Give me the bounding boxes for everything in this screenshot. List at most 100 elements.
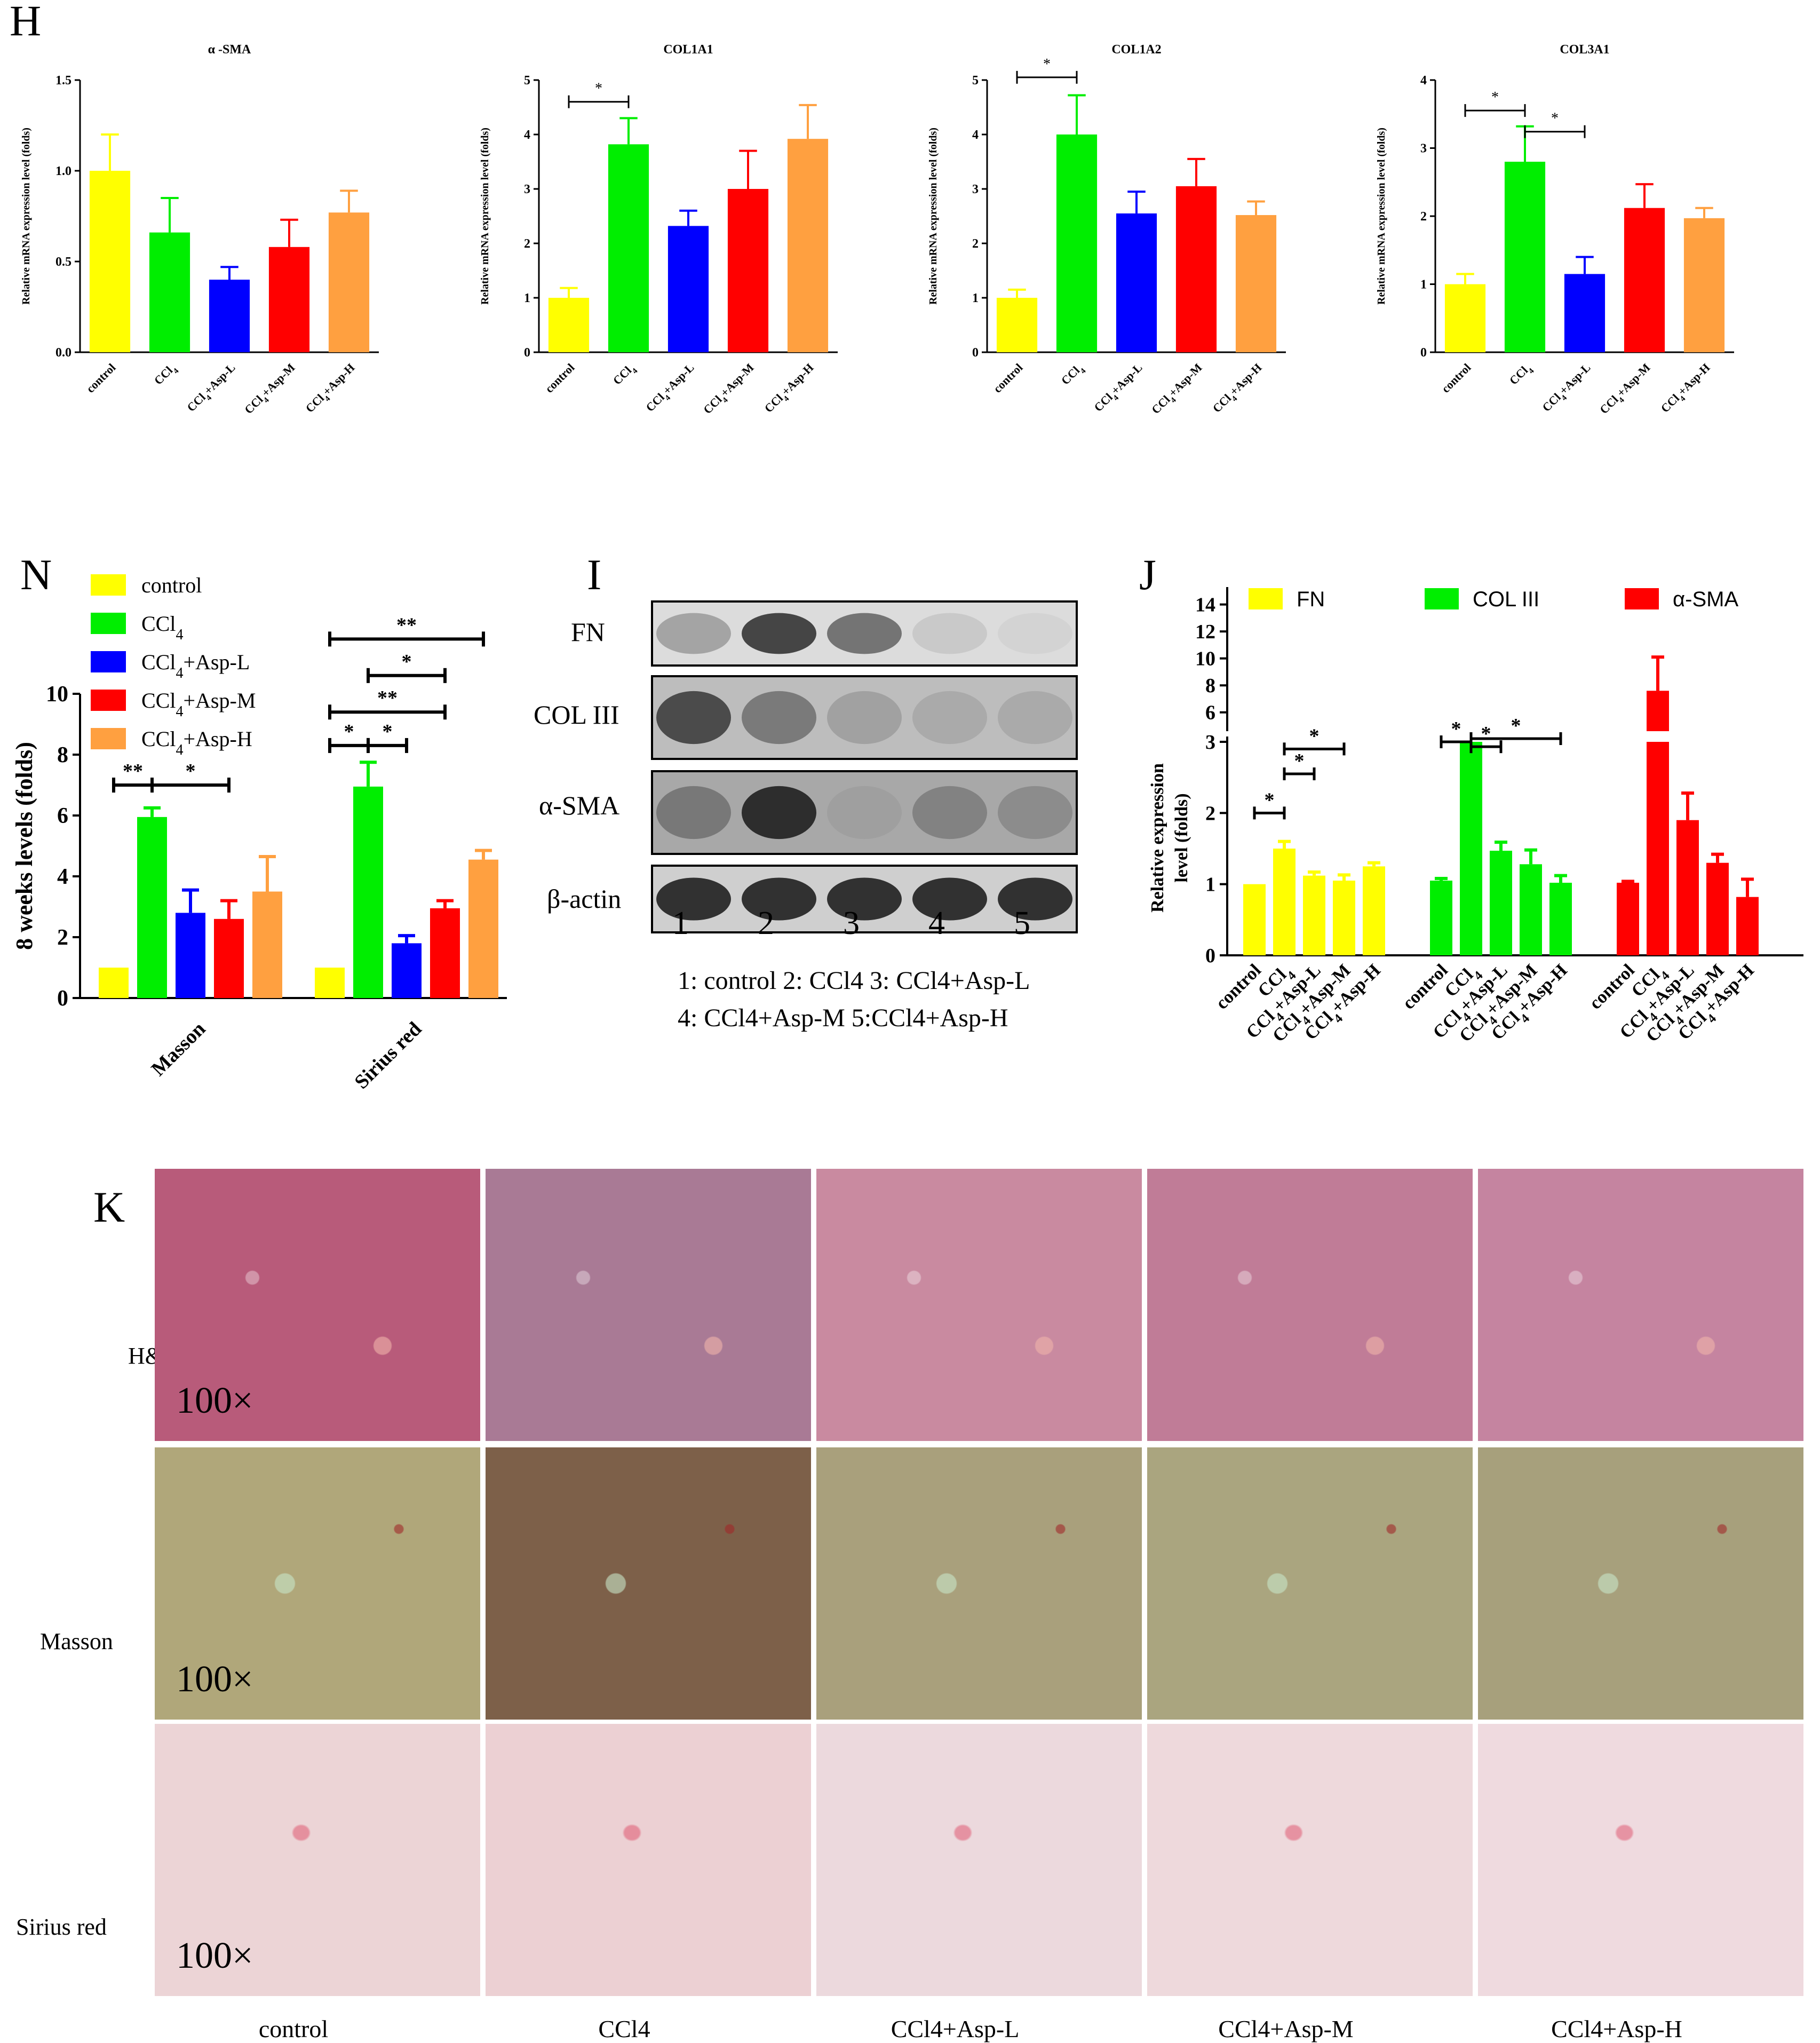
histology-image-he-asp-l <box>816 1169 1142 1441</box>
legend-label: α-SMA <box>1673 588 1738 611</box>
y-tick-label: 1.0 <box>55 164 71 178</box>
bar <box>149 232 190 352</box>
blot-label-alpha-sma: α-SMA <box>539 790 620 820</box>
x-tick-label: CCl4+Asp-M <box>242 361 300 419</box>
bar <box>353 786 383 998</box>
bar <box>1504 162 1546 352</box>
y-tick-label: 6 <box>1205 702 1215 724</box>
bar <box>1564 274 1606 352</box>
legend-label: CCl4+Asp-H <box>141 727 252 758</box>
y-tick-label: 14 <box>1195 594 1215 616</box>
blot-band <box>998 691 1072 745</box>
blot-lane-numbers: 1 2 3 4 5 <box>651 905 1078 947</box>
significance-label: * <box>344 720 354 743</box>
x-tick-label: CCl4+Asp-L <box>184 361 240 417</box>
bar <box>1549 883 1572 955</box>
magnification-label: 100× <box>176 1380 253 1421</box>
legend-swatch <box>91 651 126 672</box>
bar <box>1444 284 1486 352</box>
blot-band <box>656 877 731 921</box>
bar <box>1736 897 1759 955</box>
y-tick-label: 12 <box>1195 621 1215 643</box>
legend-label: CCl4+Asp-M <box>141 688 256 720</box>
lane-number: 3 <box>843 905 860 941</box>
legend-swatch <box>91 574 126 596</box>
blot-band <box>742 877 816 921</box>
bar <box>1333 881 1355 955</box>
significance-label: * <box>1043 56 1051 73</box>
y-tick-label: 1 <box>1420 278 1427 292</box>
histology-image-masson-control <box>155 1447 480 1720</box>
significance-label: * <box>1265 789 1275 811</box>
chart-title: COL1A2 <box>1111 43 1161 57</box>
blot-label-fn: FN <box>571 617 605 647</box>
y-tick-label: 1 <box>972 291 979 305</box>
blot-band <box>827 691 902 745</box>
bar <box>1676 820 1699 955</box>
y-tick-label: 10 <box>1195 648 1215 670</box>
y-tick-label: 0 <box>1205 945 1215 967</box>
bar <box>1303 875 1325 955</box>
legend-label: COL III <box>1473 588 1539 611</box>
bar <box>137 817 167 998</box>
blot-band <box>912 877 987 921</box>
y-axis-label: Relative mRNA expression level (folds) <box>20 128 32 305</box>
panel-letter-h: H <box>10 0 42 45</box>
bar <box>315 968 345 998</box>
x-tick-label: CCl4+Asp-H <box>762 361 819 418</box>
bar <box>1175 186 1217 352</box>
bar <box>1647 742 1669 955</box>
significance-label: * <box>1551 110 1559 127</box>
y-tick-label: 2 <box>1205 802 1215 825</box>
blot-band <box>827 877 902 921</box>
blot-band <box>656 613 731 654</box>
x-tick-label: CCl4+Asp-L <box>1539 361 1595 417</box>
significance-label: ** <box>377 687 398 709</box>
y-tick-label: 0 <box>524 346 530 360</box>
significance-label: * <box>402 651 412 673</box>
y-tick-label: 4 <box>524 128 530 142</box>
histology-image-he-asp-h <box>1478 1169 1803 1441</box>
significance-label: * <box>595 81 602 97</box>
y-tick-label: 1 <box>1205 874 1215 896</box>
bar <box>268 247 310 352</box>
y-tick-label: 3 <box>1205 731 1215 754</box>
x-tick-label: CCl4+Asp-M <box>1149 361 1207 419</box>
legend-swatch <box>91 728 126 749</box>
y-tick-label: 1.5 <box>55 74 71 88</box>
column-label: CCl4+Asp-L <box>891 2015 1020 2042</box>
histology-image-masson-asp-h <box>1478 1447 1803 1720</box>
bar <box>1460 742 1482 955</box>
bar <box>89 171 131 352</box>
y-axis-label: Relative expression <box>1148 763 1167 913</box>
row-label-masson: Masson <box>40 1628 113 1654</box>
histology-image-sirius-red-asp-m <box>1147 1724 1473 1996</box>
blot-band <box>998 613 1072 654</box>
y-tick-label: 4 <box>1420 74 1427 88</box>
chart-title: α -SMA <box>208 43 251 57</box>
bar <box>1683 218 1725 352</box>
blot-label-col3: COL III <box>534 700 619 730</box>
y-axis-label: Relative mRNA expression level (folds) <box>927 128 939 305</box>
bar <box>1520 864 1542 955</box>
y-tick-label: 0.5 <box>55 255 71 269</box>
blot-band <box>998 786 1072 840</box>
blot-band <box>742 786 816 840</box>
histology-image-he-asp-m <box>1147 1169 1473 1441</box>
bar <box>430 908 460 998</box>
legend-swatch <box>91 690 126 711</box>
blot-band <box>656 786 731 840</box>
bar <box>252 891 282 998</box>
bar <box>1363 866 1385 955</box>
chart-alpha-sma-mrna: α -SMA Relative mRNA expression level (fo… <box>20 43 379 419</box>
legend-swatch <box>1425 588 1459 609</box>
bar <box>468 859 498 998</box>
y-tick-label: 8 <box>1205 675 1215 697</box>
y-tick-label: 0 <box>972 346 979 360</box>
histology-image-he-ccl4 <box>486 1169 811 1441</box>
bar <box>176 913 205 998</box>
significance-label: * <box>1511 715 1521 737</box>
y-tick-label: 1 <box>524 291 530 305</box>
significance-label: * <box>186 760 196 782</box>
column-label: CCl4+Asp-M <box>1218 2015 1354 2042</box>
